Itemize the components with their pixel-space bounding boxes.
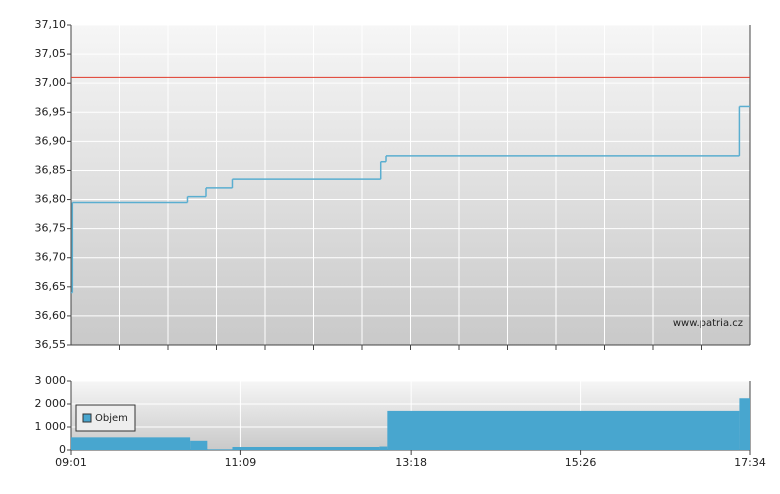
volume-bar [207, 449, 233, 450]
volume-bar [739, 398, 750, 450]
x-tick-label: 17:34 [734, 456, 766, 469]
volume-bar [71, 437, 191, 450]
y-tick-label: 36,65 [35, 280, 67, 293]
x-tick-label: 15:26 [565, 456, 597, 469]
y-tick-label: 36,60 [35, 309, 67, 322]
y-tick-label: 36,80 [35, 193, 67, 206]
y-tick-label: 36,70 [35, 251, 67, 264]
legend-label: Objem [95, 413, 128, 424]
y-tick-label: 36,95 [35, 105, 67, 118]
x-tick-label: 09:01 [55, 456, 87, 469]
volume-bar [379, 446, 388, 450]
y-tick-label: 37,00 [35, 76, 67, 89]
y-tick-label: 2 000 [35, 397, 67, 410]
y-tick-label: 37,10 [35, 18, 67, 31]
y-tick-label: 36,90 [35, 134, 67, 147]
x-tick-label: 13:18 [395, 456, 427, 469]
y-tick-label: 3 000 [35, 374, 67, 387]
y-tick-label: 36,75 [35, 222, 67, 235]
watermark: www.patria.cz [673, 318, 743, 329]
volume-bar [232, 447, 380, 450]
y-tick-label: 36,55 [35, 338, 67, 351]
y-tick-label: 37,05 [35, 47, 67, 60]
volume-bar [190, 440, 208, 450]
legend-swatch [82, 413, 92, 423]
volume-bar [387, 410, 740, 450]
y-tick-label: 36,85 [35, 163, 67, 176]
y-tick-label: 1 000 [35, 420, 67, 433]
x-tick-label: 11:09 [225, 456, 257, 469]
y-tick-label: 0 [59, 443, 66, 456]
